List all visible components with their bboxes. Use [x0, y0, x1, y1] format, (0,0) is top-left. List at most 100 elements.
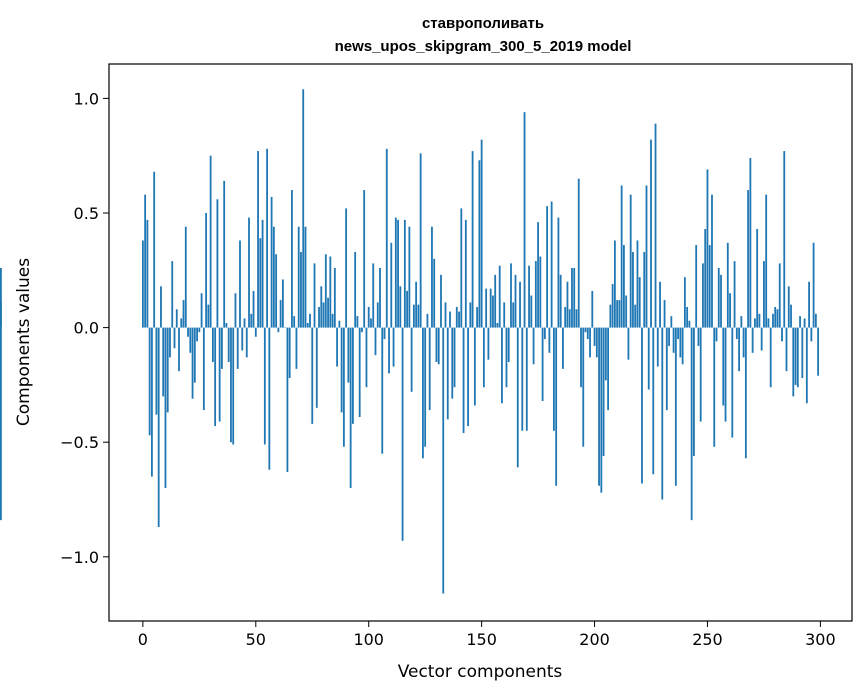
bar	[787, 286, 790, 328]
bar	[650, 139, 652, 328]
bar	[550, 201, 553, 328]
bar	[516, 327, 519, 468]
x-tick-label: 50	[246, 630, 266, 649]
bar	[230, 327, 232, 443]
bar	[205, 212, 208, 328]
bar	[327, 297, 329, 328]
bar	[227, 327, 230, 362]
bar	[329, 256, 332, 328]
bar	[198, 327, 201, 333]
bar	[349, 327, 352, 489]
bar	[263, 327, 266, 445]
bar	[403, 219, 406, 328]
bar	[381, 327, 384, 454]
bar	[187, 327, 189, 337]
bar	[214, 327, 217, 427]
bar	[367, 306, 370, 328]
bar	[562, 327, 564, 369]
bar	[740, 316, 743, 328]
x-tick-label: 300	[805, 630, 836, 649]
bar	[575, 309, 578, 328]
bar	[548, 327, 551, 353]
bar	[697, 327, 700, 346]
bar	[686, 306, 689, 328]
bar	[641, 327, 643, 484]
bar	[141, 240, 144, 328]
bar	[514, 274, 517, 328]
bar	[182, 300, 185, 328]
bar	[148, 327, 151, 436]
bar	[0, 302, 2, 328]
bar	[464, 219, 467, 328]
bar	[336, 327, 338, 367]
bar	[620, 185, 623, 328]
bar	[320, 286, 323, 328]
bar	[525, 327, 528, 431]
bar	[340, 327, 343, 413]
bar	[462, 327, 465, 434]
bar	[221, 327, 223, 369]
bar	[704, 229, 707, 328]
bar	[184, 226, 187, 328]
bar	[401, 327, 404, 541]
bar	[469, 302, 472, 328]
x-tick-label: 250	[692, 630, 723, 649]
bar	[417, 304, 420, 328]
bar	[160, 286, 162, 328]
bar	[347, 327, 350, 383]
bar	[259, 238, 262, 328]
bar	[358, 327, 361, 417]
bar	[747, 190, 750, 328]
bar	[749, 157, 752, 328]
bar	[706, 169, 709, 328]
bar	[661, 327, 664, 500]
bar	[568, 309, 571, 328]
bar	[473, 327, 476, 406]
bar	[189, 327, 192, 353]
bar	[751, 327, 754, 353]
bar	[674, 327, 677, 486]
bar	[532, 327, 535, 365]
bar	[602, 327, 605, 456]
bar	[451, 327, 454, 399]
bar	[365, 327, 368, 388]
bar	[460, 208, 463, 328]
bar	[191, 327, 194, 399]
bar	[765, 194, 768, 328]
bar	[209, 155, 212, 328]
bar	[778, 263, 781, 328]
bar	[178, 327, 180, 372]
bar	[808, 281, 810, 328]
bar	[546, 206, 549, 328]
bar	[397, 219, 399, 328]
bar	[638, 277, 641, 328]
bar	[286, 327, 289, 473]
bar	[202, 327, 205, 411]
bar	[302, 89, 305, 328]
bar	[643, 251, 646, 328]
y-tick-label: 0.5	[74, 204, 99, 223]
bar	[245, 327, 248, 358]
bar	[275, 254, 278, 328]
bar	[173, 327, 176, 349]
bar	[781, 327, 783, 342]
bar	[385, 148, 388, 328]
bar	[372, 263, 375, 328]
bar	[363, 190, 366, 328]
bar	[756, 229, 759, 328]
bar	[492, 295, 494, 328]
bar	[478, 160, 481, 328]
bar	[625, 295, 628, 328]
bar	[645, 185, 648, 328]
bar	[519, 281, 521, 328]
bar	[232, 327, 235, 445]
bar	[338, 320, 341, 328]
bar	[415, 281, 418, 328]
bar	[810, 327, 813, 342]
bar	[196, 327, 198, 342]
x-tick-label: 100	[353, 630, 384, 649]
bar	[758, 313, 761, 328]
bar	[785, 327, 788, 372]
bar	[530, 295, 533, 328]
bar	[729, 293, 731, 328]
